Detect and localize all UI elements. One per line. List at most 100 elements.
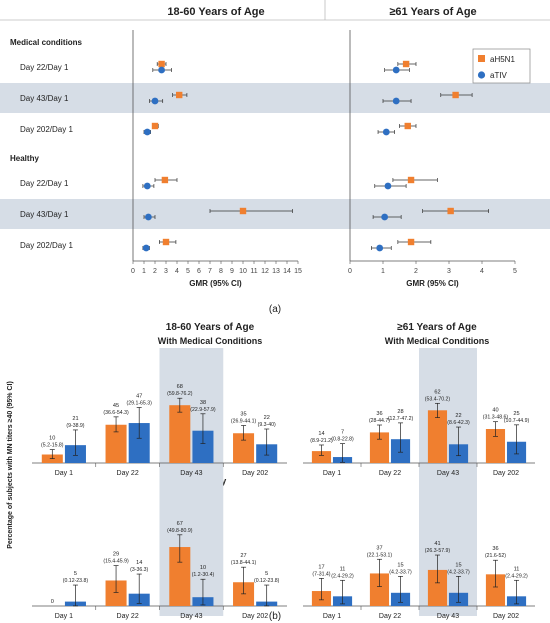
- x-tick-label: Day 43: [437, 613, 459, 620]
- group-heading: Healthy: [10, 154, 39, 163]
- x-tick-label: 10: [239, 268, 247, 275]
- data-label: 10: [49, 436, 55, 442]
- data-label-ci: (12.7-47.2): [388, 416, 414, 422]
- x-tick-label: Day 22: [117, 470, 139, 477]
- x-tick-label: Day 22: [117, 613, 139, 620]
- bar-ah5n1: [105, 580, 127, 606]
- data-label: 25: [513, 411, 519, 417]
- data-label: 41: [434, 541, 440, 547]
- data-label-ci: (4.2-33.7): [447, 569, 470, 575]
- bar-ah5n1: [169, 547, 191, 606]
- data-label: 11: [514, 566, 520, 572]
- data-label-ci: (53.4-70.2): [425, 396, 451, 402]
- highlight-band: [0, 83, 550, 113]
- bar-ah5n1: [427, 569, 448, 606]
- row-label: Day 43/Day 1: [20, 94, 69, 103]
- legend-swatch-ativ: [477, 71, 486, 79]
- data-label: 15: [397, 562, 403, 568]
- x-tick-label: 2: [414, 268, 418, 275]
- data-label-ci: (36.6-54.3): [103, 410, 129, 416]
- data-label-ci: (15.4-45.9): [103, 559, 129, 565]
- x-tick-label: 7: [208, 268, 212, 275]
- gmr-point-ah5n1: [239, 207, 247, 215]
- data-label: 7: [341, 430, 344, 436]
- x-axis-label: GMR (95% CI): [189, 279, 242, 288]
- data-label: 17: [318, 564, 324, 570]
- bar-ah5n1: [311, 451, 332, 463]
- gmr-point-ah5n1: [151, 122, 159, 130]
- x-tick-label: 4: [175, 268, 179, 275]
- highlight-band: [419, 348, 477, 616]
- x-tick-label: Day 43: [180, 470, 202, 477]
- chart-title: ≥61 Years of Age: [397, 322, 477, 333]
- x-tick-label: 2: [153, 268, 157, 275]
- x-tick-label: 4: [480, 268, 484, 275]
- x-axis-label: GMR (95% CI): [406, 279, 459, 288]
- data-label-ci: (49.8-80.9): [167, 528, 193, 534]
- x-tick-label: Day 1: [323, 470, 341, 477]
- data-label-ci: (7-31.4): [312, 571, 330, 577]
- legend-label: aH5N1: [490, 55, 515, 64]
- bar-ah5n1: [169, 405, 191, 463]
- x-tick-label: 13: [272, 268, 280, 275]
- row-label: Day 202/Day 1: [20, 241, 73, 250]
- highlight-band: [0, 199, 550, 229]
- data-label-ci: (3-36.3): [130, 567, 148, 573]
- data-label-ci: (8.9-21.2): [310, 438, 333, 444]
- panel-letter: (a): [269, 304, 281, 315]
- x-tick-label: 3: [447, 268, 451, 275]
- gmr-point-ativ: [158, 66, 166, 74]
- legend-label: aTIV: [490, 71, 508, 80]
- data-label: 36: [376, 411, 382, 417]
- chart-subtitle: With Medical Conditions: [385, 336, 489, 346]
- x-tick-label: Day 202: [242, 613, 268, 620]
- bar-ah5n1: [369, 573, 390, 606]
- group-heading: Medical conditions: [10, 38, 83, 47]
- gmr-point-ativ: [151, 97, 159, 105]
- bar-ah5n1: [369, 432, 390, 463]
- gmr-point-ah5n1: [407, 176, 415, 184]
- x-tick-label: Day 43: [180, 613, 202, 620]
- x-tick-label: 5: [513, 268, 517, 275]
- data-label: 40: [492, 408, 498, 414]
- data-label-ci: (26.9-44.1): [231, 419, 257, 425]
- legend-swatch-ah5n1: [478, 55, 485, 62]
- x-tick-label: Day 1: [55, 470, 73, 477]
- gmr-point-ativ: [142, 244, 150, 252]
- data-label: 29: [113, 552, 119, 558]
- x-tick-label: 14: [283, 268, 291, 275]
- x-tick-label: Day 43: [437, 470, 459, 477]
- column-title: ≥61 Years of Age: [389, 6, 476, 18]
- data-label: 5: [74, 571, 77, 577]
- data-label: 21: [72, 416, 78, 422]
- gmr-point-ativ: [392, 97, 400, 105]
- gmr-point-ah5n1: [452, 91, 459, 99]
- gmr-point-ah5n1: [407, 238, 415, 246]
- x-tick-label: Day 1: [323, 613, 341, 620]
- x-tick-label: 15: [294, 268, 302, 275]
- data-label: 36: [492, 546, 498, 552]
- bar-ativ: [192, 430, 214, 463]
- data-label: 68: [177, 384, 183, 390]
- data-label-ci: (22.9-57.9): [190, 407, 216, 413]
- data-label-ci: (26.3-57.9): [425, 548, 451, 554]
- gmr-point-ah5n1: [161, 176, 169, 184]
- data-label: 28: [397, 409, 403, 415]
- x-tick-label: 12: [261, 268, 269, 275]
- data-label-ci: (10.7-44.9): [504, 418, 530, 424]
- gmr-point-ah5n1: [176, 91, 183, 99]
- data-label-ci: (2.4-29.2): [331, 573, 354, 579]
- data-label-ci: (59.8-76.2): [167, 391, 193, 397]
- x-tick-label: 11: [250, 268, 257, 275]
- x-tick-label: 1: [142, 268, 146, 275]
- gmr-point-ah5n1: [402, 60, 410, 68]
- data-label: 14: [318, 431, 324, 437]
- data-label: 14: [136, 560, 142, 566]
- y-axis-label: Percentage of subjects with MN titers ≥4…: [7, 381, 14, 549]
- bar-ativ: [128, 423, 150, 463]
- chart-subtitle: With Medical Conditions: [158, 336, 262, 346]
- row-label: Day 22/Day 1: [20, 63, 69, 72]
- panel-letter: (b): [269, 611, 281, 622]
- data-label: 0: [51, 599, 54, 605]
- data-label-ci: (0.8-22.8): [331, 437, 354, 443]
